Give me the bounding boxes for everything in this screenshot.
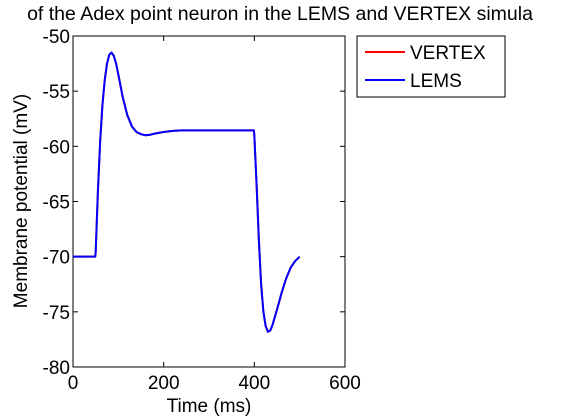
series-line-lems [73,51,301,333]
x-axis-label: Time (ms) [167,396,252,417]
x-tick-label: 600 [329,373,361,394]
legend-label-lems: LEMS [410,71,462,92]
plot-area [72,35,346,368]
y-tick-label: -60 [43,137,70,158]
legend-label-vertex: VERTEX [410,43,486,64]
series-layer [73,51,301,333]
y-tick-label: -50 [43,27,70,48]
y-tick-label: -70 [43,248,70,269]
y-tick-label: -55 [43,82,70,103]
legend-box [356,35,506,98]
chart-title: of the Adex point neuron in the LEMS and… [27,3,533,25]
y-tick-label: -80 [43,358,70,379]
legend: VERTEX LEMS [356,35,506,98]
x-tick-label: 400 [238,373,270,394]
x-tick-label: 0 [68,373,79,394]
y-tick-label: -75 [43,303,70,324]
y-axis-label: Membrane potential (mV) [11,94,32,308]
x-axis: 0 200 400 600 [68,36,361,394]
x-tick-label: 200 [148,373,180,394]
y-axis: -50 -55 -60 -65 -70 -75 -80 [43,27,345,379]
y-tick-label: -65 [43,193,70,214]
